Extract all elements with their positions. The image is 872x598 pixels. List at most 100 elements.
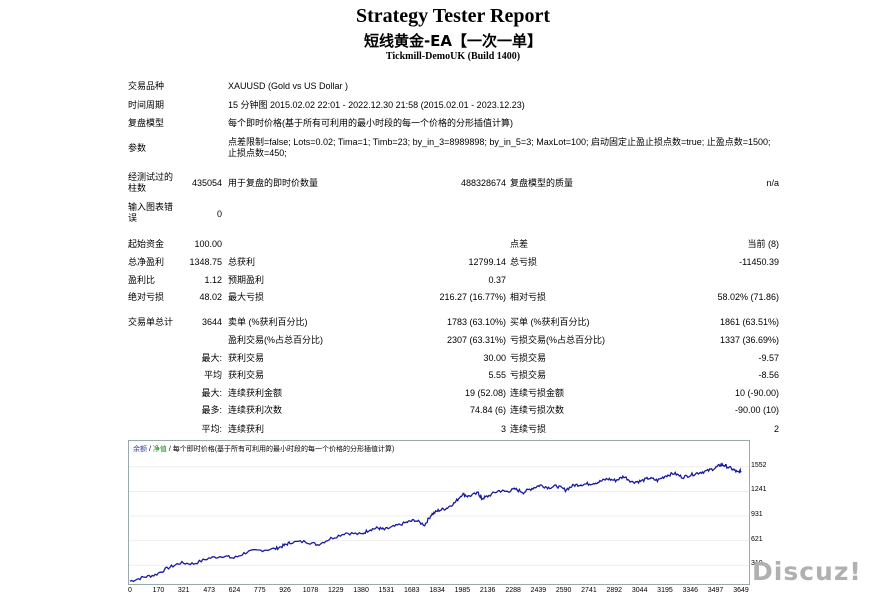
period-label: 时间周期 — [128, 100, 165, 110]
ticks-label: 用于复盘的即时价数量 — [228, 178, 319, 188]
short-label: 卖单 (%获利百分比) — [228, 317, 308, 327]
x-tick-label: 2136 — [479, 587, 496, 594]
bars-value: 435054 — [191, 178, 222, 188]
report-title: Strategy Tester Report — [355, 5, 551, 27]
gross-profit-label: 总获利 — [228, 257, 256, 267]
balance-chart: 余额 / 净值 / 每个即时价格(基于所有可利用的最小时段的每一个价格的分形插值… — [128, 440, 750, 585]
x-tick-label: 1834 — [429, 587, 445, 594]
expected-payoff-label: 预期盈利 — [228, 275, 265, 285]
avg-cons-losses-value: 2 — [773, 424, 779, 434]
largest-label: 最大: — [201, 353, 222, 363]
max-cons-losses-label: 连续亏损金额 — [510, 388, 565, 398]
average-loss-value: -8.56 — [758, 370, 779, 380]
x-tick-label: 3346 — [682, 587, 699, 594]
legend-model: 每个即时价格(基于所有可利用的最小时段的每一个价格的分形插值计算) — [172, 446, 395, 453]
bars-label: 经测试过的柱数 — [128, 172, 174, 193]
x-tick-label: 0 — [128, 587, 132, 594]
max-drawdown-label: 最大亏损 — [228, 292, 265, 302]
y-tick-label: 931 — [751, 511, 763, 519]
x-tick-label: 3497 — [707, 587, 724, 594]
x-tick-label: 1229 — [327, 587, 344, 594]
loss-trades-value: 1337 (36.69%) — [719, 335, 779, 345]
y-tick-label: 310 — [751, 560, 763, 568]
x-tick-label: 1078 — [302, 587, 319, 594]
errors-label: 输入图表错误 — [128, 202, 174, 223]
maximal-losses-label: 连续亏损次数 — [510, 405, 565, 415]
y-tick-label: 621 — [751, 535, 763, 543]
max-cons-wins-label: 连续获利金额 — [228, 388, 283, 398]
x-tick-label: 2892 — [606, 587, 623, 594]
avg-cons-losses-label: 连续亏损 — [510, 424, 547, 434]
profit-factor-label: 盈利比 — [128, 275, 156, 285]
x-tick-label: 473 — [203, 587, 216, 594]
params-value: 点差限制=false; Lots=0.02; Tima=1; Timb=23; … — [228, 137, 771, 158]
y-tick-label: 1552 — [751, 461, 767, 469]
x-tick-label: 2741 — [581, 587, 597, 594]
max-drawdown-value: 216.27 (16.77%) — [439, 292, 506, 302]
y-tick-label: 1241 — [751, 486, 767, 494]
period-value: 15 分钟图 2015.02.02 22:01 - 2022.12.30 21:… — [228, 100, 525, 110]
maximal-label: 最多: — [201, 405, 222, 415]
server-build: Tickmill-DemoUK (Build 1400) — [385, 51, 521, 62]
x-tick-label: 624 — [228, 587, 241, 594]
ticks-value: 488328674 — [460, 178, 506, 188]
deposit-value: 100.00 — [194, 239, 222, 249]
x-tick-label: 170 — [152, 587, 165, 594]
x-tick-label: 1683 — [404, 587, 420, 594]
quality-value: n/a — [766, 178, 779, 188]
largest-loss-value: -9.57 — [758, 353, 779, 363]
long-value: 1861 (63.51%) — [719, 317, 779, 327]
spread-label: 点差 — [510, 239, 529, 249]
spread-value: 当前 (8) — [747, 239, 779, 249]
rel-drawdown-value: 58.02% (71.86) — [717, 292, 779, 302]
errors-value: 0 — [216, 209, 222, 219]
x-tick-label: 2590 — [555, 587, 572, 594]
largest-loss-label: 亏损交易 — [510, 353, 547, 363]
x-tick-label: 775 — [253, 587, 266, 594]
x-tick-label: 1985 — [454, 587, 471, 594]
profit-factor-value: 1.12 — [204, 275, 222, 285]
total-trades-value: 3644 — [201, 317, 222, 327]
average-profit-label: 获利交易 — [228, 370, 265, 380]
profit-trades-value: 2307 (63.31%) — [446, 335, 506, 345]
symbol-value: XAUUSD (Gold vs US Dollar ) — [228, 81, 349, 91]
expected-payoff-value: 0.37 — [488, 275, 506, 285]
average-profit-value: 5.55 — [488, 370, 506, 380]
legend-balance: 余额 — [133, 446, 147, 453]
x-tick-label: 1380 — [353, 587, 369, 594]
abs-drawdown-label: 绝对亏损 — [128, 292, 165, 302]
maximal-wins-value: 74.84 (6) — [469, 405, 506, 415]
chart-legend: 余额 / 净值 / 每个即时价格(基于所有可利用的最小时段的每一个价格的分形插值… — [133, 444, 394, 454]
legend-sep: / — [168, 446, 171, 453]
max-cons-losses-value: 10 (-90.00) — [734, 388, 779, 398]
long-label: 买单 (%获利百分比) — [510, 317, 590, 327]
avg-cons-wins-label: 连续获利 — [228, 424, 265, 434]
model-label: 复盘模型 — [128, 118, 165, 128]
maximal-losses-value: -90.00 (10) — [734, 405, 779, 415]
avg-cons-wins-value: 3 — [500, 424, 506, 434]
average-loss-label: 亏损交易 — [510, 370, 547, 380]
x-tick-label: 2439 — [530, 587, 547, 594]
largest-profit-label: 获利交易 — [228, 353, 265, 363]
ea-name: 短线黄金-EA【一次一单】 — [363, 32, 543, 50]
total-trades-label: 交易单总计 — [128, 317, 174, 327]
x-tick-label: 2288 — [505, 587, 521, 594]
chart-plot — [129, 462, 749, 583]
average-label: 平均 — [203, 370, 222, 380]
rel-drawdown-label: 相对亏损 — [510, 292, 547, 302]
gross-profit-value: 12799.14 — [468, 257, 506, 267]
max-cons-wins-value: 19 (52.08) — [464, 388, 506, 398]
x-tick-label: 1531 — [378, 587, 395, 594]
short-value: 1783 (63.10%) — [446, 317, 506, 327]
legend-equity: 净值 — [152, 446, 167, 453]
x-tick-label: 321 — [177, 587, 190, 594]
max-cons-label: 最大: — [201, 388, 222, 398]
abs-drawdown-value: 48.02 — [199, 292, 222, 302]
avg-cons-label: 平均: — [201, 424, 222, 434]
x-tick-label: 3649 — [733, 587, 749, 594]
largest-profit-value: 30.00 — [483, 353, 506, 363]
discuz-watermark: Discuz! — [752, 557, 862, 586]
params-label: 参数 — [128, 143, 147, 153]
net-profit-label: 总净盈利 — [128, 257, 165, 267]
balance-line — [129, 462, 742, 583]
